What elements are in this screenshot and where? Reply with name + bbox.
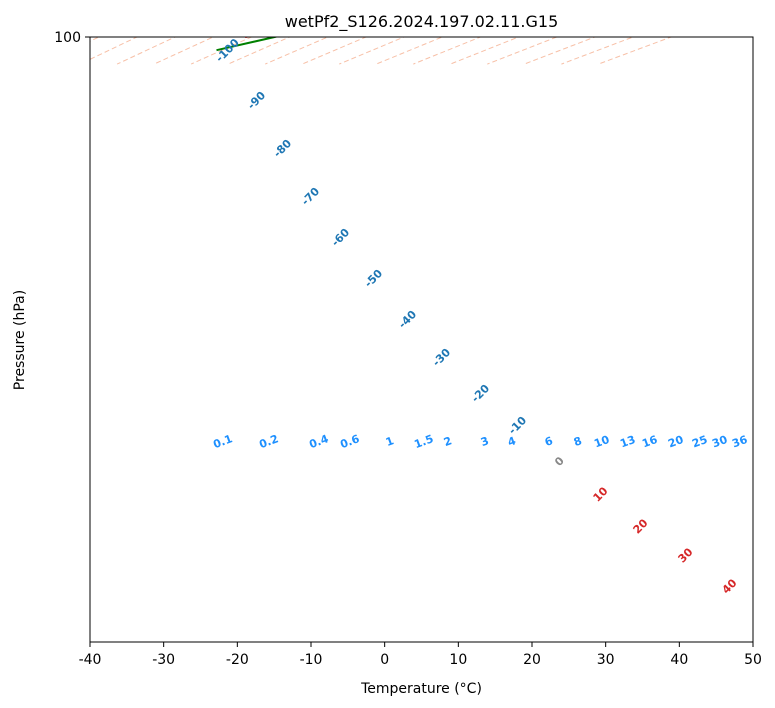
y-axis: 1002003004005006007008009001000	[54, 30, 90, 46]
x-tick-label: -20	[226, 652, 249, 668]
chart-title: wetPf2_S126.2024.197.02.11.G15	[285, 12, 559, 32]
mixing-ratio-label: 2	[442, 434, 454, 449]
x-tick-label: -10	[300, 652, 323, 668]
x-tick-label: -40	[79, 652, 102, 668]
mixing-ratio-label: 20	[666, 433, 685, 451]
x-axis-label: Temperature (°C)	[360, 681, 482, 697]
mixing-ratio-label: 4	[506, 434, 518, 449]
mixing-ratio-label: 0.1	[211, 432, 234, 451]
plot-area	[90, 37, 753, 642]
y-tick-label: 100	[54, 30, 81, 46]
x-tick-label: 50	[744, 652, 762, 668]
x-tick-label: -30	[152, 652, 175, 668]
x-tick-label: 20	[523, 652, 541, 668]
mixing-ratio-label: 3	[479, 434, 491, 449]
x-tick-label: 10	[449, 652, 467, 668]
x-tick-label: 30	[597, 652, 615, 668]
mixing-ratio-label: 1.5	[412, 432, 435, 451]
mixing-ratio-label: 0.6	[338, 432, 361, 451]
plot-frame	[89, 36, 754, 643]
mixing-ratio-label: 10	[592, 433, 611, 451]
mixing-ratio-label: 36	[730, 433, 749, 451]
mixing-ratio-label: 6	[543, 434, 555, 449]
mixing-ratio-label: 25	[690, 433, 709, 450]
x-tick-label: 40	[670, 652, 688, 668]
mixing-ratio-label: 13	[618, 433, 637, 450]
x-axis: -40 -30 -20 -10 0 10 20 30 40 50	[79, 642, 762, 668]
x-tick-label: 0	[380, 652, 389, 668]
mixing-ratio-label: 0.2	[257, 432, 280, 451]
mixing-ratio-label: 30	[710, 433, 729, 451]
mixing-ratio-label: 16	[640, 433, 659, 451]
mixing-ratio-label: 8	[572, 434, 584, 449]
y-axis-label: Pressure (hPa)	[12, 290, 28, 390]
mixing-ratio-label: 0.4	[307, 432, 330, 451]
mixing-ratio-label: 1	[384, 434, 396, 449]
